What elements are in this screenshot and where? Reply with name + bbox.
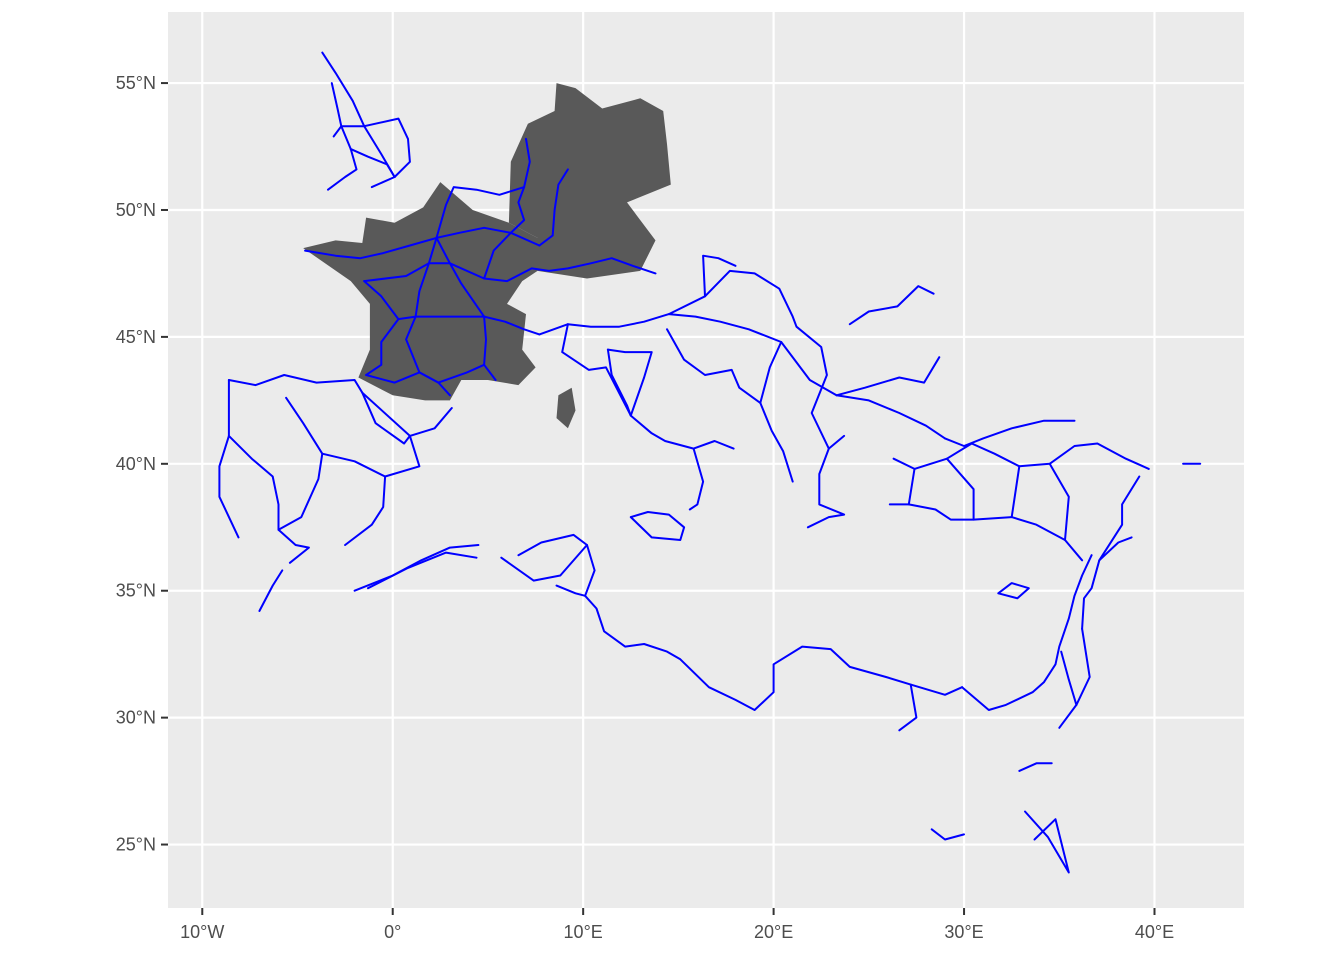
road-segment — [538, 313, 946, 440]
road-segment — [363, 262, 533, 283]
road-segment — [227, 374, 453, 437]
road-segment — [321, 51, 396, 178]
road-network — [218, 51, 1202, 874]
x-tick-label: 30°E — [944, 922, 983, 942]
road-segment — [500, 544, 588, 582]
road-segment — [759, 341, 794, 483]
road-segment — [666, 328, 762, 404]
road-segment — [1048, 462, 1070, 541]
road-segment — [365, 363, 486, 384]
x-axis: 10°W 0° 10°E 20°E 30°E 40°E — [180, 908, 1174, 942]
road-segment — [363, 280, 400, 376]
road-segment — [349, 148, 396, 178]
road-segment — [1098, 475, 1141, 562]
road-segment — [667, 269, 846, 450]
road-segment — [332, 125, 343, 138]
y-tick-label: 50°N — [116, 200, 156, 220]
road-segment — [944, 419, 1076, 447]
road-segment — [555, 584, 587, 597]
y-tick-label: 25°N — [116, 835, 156, 855]
land-germany — [508, 83, 671, 279]
road-segment — [561, 323, 632, 417]
road-segment — [435, 186, 526, 239]
road-segment — [397, 315, 541, 336]
road-segment — [227, 434, 310, 564]
road-segment — [606, 348, 653, 417]
y-tick-label: 45°N — [116, 327, 156, 347]
road-segment — [806, 447, 846, 529]
x-tick-label: 10°W — [180, 922, 224, 942]
road-segment — [361, 391, 411, 445]
road-segment — [483, 137, 531, 280]
road-segment — [997, 582, 1030, 600]
road-segment — [1018, 762, 1053, 772]
x-tick-label: 10°E — [564, 922, 603, 942]
map-panel-background — [168, 12, 1244, 908]
road-segment — [530, 257, 657, 275]
road-segment — [538, 168, 569, 247]
road-segment — [898, 683, 918, 732]
road-segment — [285, 396, 387, 546]
road-segment — [517, 533, 964, 711]
road-segment — [930, 828, 965, 841]
y-tick-label: 40°N — [116, 454, 156, 474]
x-tick-label: 40°E — [1135, 922, 1174, 942]
road-segment — [945, 457, 975, 521]
road-segment — [629, 511, 686, 541]
road-segment — [218, 379, 240, 539]
road-segment — [961, 554, 1093, 711]
road-segment — [1010, 465, 1021, 519]
road-segment — [304, 226, 541, 260]
road-segment — [353, 544, 480, 592]
road-segment — [277, 452, 324, 531]
road-segment — [1081, 536, 1133, 630]
road-segment — [384, 434, 421, 478]
road-segment — [367, 551, 478, 590]
y-tick-label: 30°N — [116, 708, 156, 728]
road-segment — [907, 467, 916, 506]
land-corsica — [556, 387, 576, 429]
y-tick-label: 35°N — [116, 581, 156, 601]
road-segment — [258, 569, 284, 612]
road-segment — [702, 254, 737, 298]
y-tick-label: 55°N — [116, 73, 156, 93]
road-segment — [848, 285, 935, 326]
road-segment — [1024, 810, 1070, 874]
road-segment — [606, 348, 735, 450]
x-tick-label: 0° — [384, 922, 401, 942]
y-axis: 25°N 30°N 35°N 40°N 45°N 50°N 55°N — [116, 73, 168, 855]
road-segment — [688, 447, 705, 511]
road-segment — [835, 356, 941, 397]
x-tick-label: 20°E — [754, 922, 793, 942]
road-segment — [1075, 627, 1091, 706]
road-segment — [1058, 650, 1078, 729]
